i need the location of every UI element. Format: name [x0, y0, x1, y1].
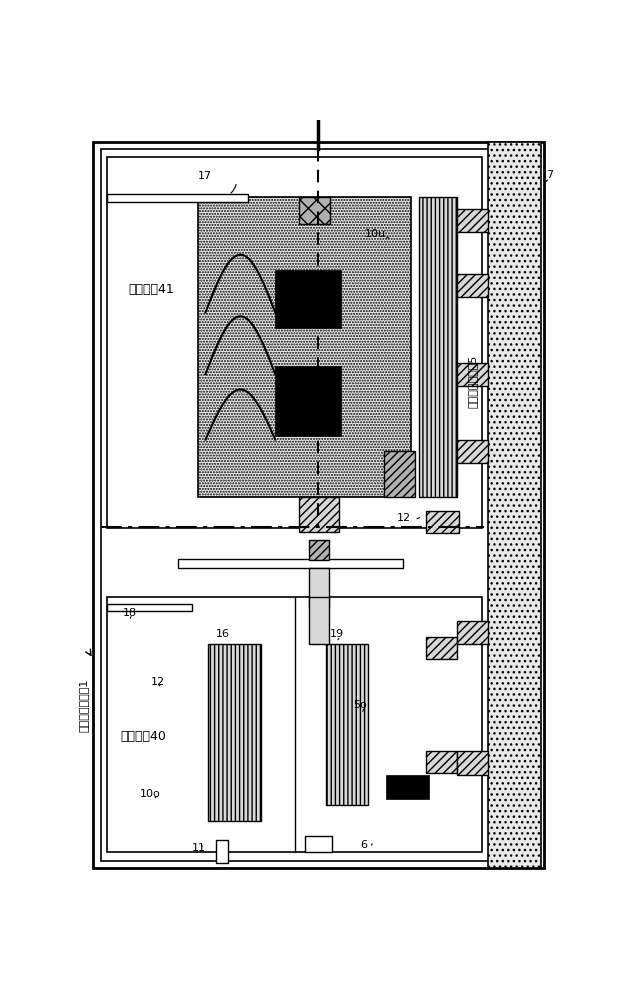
Text: 7: 7 — [546, 170, 553, 180]
Text: 功率半导体模块1: 功率半导体模块1 — [79, 679, 89, 732]
Text: 10o: 10o — [140, 789, 160, 799]
Bar — [427, 511, 459, 533]
Text: 10u: 10u — [365, 229, 386, 239]
Text: 12: 12 — [152, 677, 165, 687]
Bar — [427, 637, 458, 659]
Bar — [458, 751, 488, 774]
Bar — [107, 194, 248, 202]
Bar — [275, 270, 341, 328]
Text: 电路板10: 电路板10 — [284, 422, 320, 434]
Bar — [178, 559, 403, 568]
Text: 16: 16 — [215, 629, 230, 639]
Bar — [197, 197, 411, 497]
Bar — [299, 497, 339, 532]
Bar — [208, 644, 261, 821]
Text: 6: 6 — [361, 840, 368, 850]
Text: 12: 12 — [397, 513, 411, 523]
Bar — [107, 597, 482, 852]
Bar — [215, 840, 228, 863]
Bar — [309, 568, 329, 607]
Bar — [458, 440, 488, 463]
Bar — [458, 363, 488, 386]
Bar — [458, 209, 488, 232]
Bar — [427, 751, 458, 773]
Text: 17: 17 — [197, 171, 212, 181]
Bar — [275, 366, 341, 436]
Text: 18: 18 — [122, 608, 137, 618]
Bar — [299, 197, 330, 224]
Text: 11: 11 — [193, 843, 206, 853]
Text: 高电压区40: 高电压区40 — [120, 730, 166, 742]
Bar — [107, 604, 193, 611]
Text: 19: 19 — [330, 629, 345, 639]
Text: 功率半导体衬底5: 功率半导体衬底5 — [468, 355, 478, 408]
Text: 5o: 5o — [353, 700, 366, 710]
Bar — [488, 142, 541, 868]
Bar — [458, 620, 488, 644]
Bar — [107, 157, 482, 528]
Bar — [306, 836, 332, 852]
Bar — [309, 540, 329, 560]
Bar — [458, 274, 488, 297]
Text: 低电压区41: 低电压区41 — [128, 283, 174, 296]
Bar — [309, 597, 329, 644]
Bar — [325, 644, 368, 805]
Bar — [384, 451, 415, 497]
Bar — [419, 197, 458, 497]
Bar — [386, 774, 428, 799]
